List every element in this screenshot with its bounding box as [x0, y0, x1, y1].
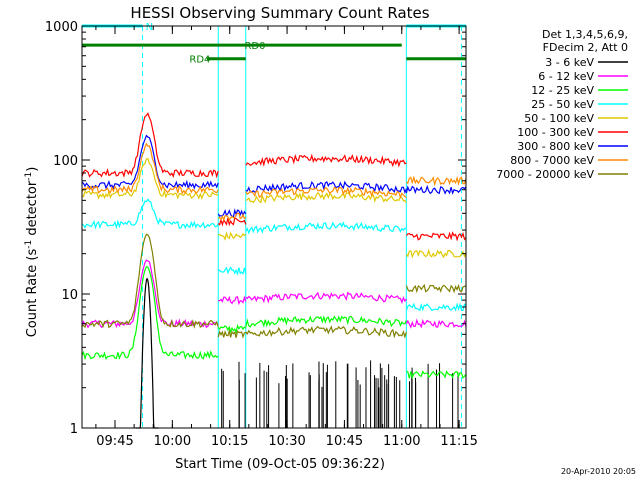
series-line [245, 325, 407, 339]
y-tick-label: 10 [61, 288, 78, 303]
legend-label: 3 - 6 keV [545, 56, 594, 69]
x-tick-label: 10:00 [154, 434, 191, 449]
series-line [217, 217, 247, 227]
series-line [245, 180, 407, 195]
x-tick-label: 10:30 [268, 434, 305, 449]
series-line [217, 212, 247, 222]
series-line [81, 266, 219, 361]
legend-header: Det 1,3,4,5,6,9, [542, 28, 628, 41]
x-tick-label: 09:45 [96, 434, 133, 449]
axes-layer: 1 10 100 1000 09:45 10:00 10:15 10:30 10:45 11:00… [45, 20, 478, 449]
series-line [81, 134, 219, 190]
x-tick-label: 10:45 [326, 434, 363, 449]
y-axis-label: Count Rate (s-1 detector-1) [24, 167, 40, 338]
y-tick-label: 100 [53, 154, 78, 169]
series-line [405, 231, 467, 242]
flag-bar-label: RD4 [189, 55, 210, 66]
legend: Det 1,3,4,5,6,9,FDecim 2, Att 0 3 - 6 keV… [496, 28, 628, 181]
x-tick-label: 11:00 [383, 434, 420, 449]
series-line [217, 266, 247, 276]
series-line [218, 295, 247, 306]
legend-label: 300 - 800 keV [517, 140, 594, 153]
y-axis-label-mid: detector [25, 180, 40, 240]
y-axis-label-sup2: -1 [24, 172, 34, 181]
legend-label: 6 - 12 keV [538, 70, 594, 83]
series-line [245, 315, 407, 328]
legend-label: 25 - 50 keV [531, 98, 594, 111]
y-tick-label: 1 [70, 422, 78, 437]
series-line [245, 191, 407, 204]
legend-header: FDecim 2, Att 0 [543, 41, 628, 54]
legend-label: 50 - 100 keV [524, 112, 594, 125]
series-line [217, 328, 246, 339]
x-axis-label: Start Time (09-Oct-05 09:36:22) [175, 457, 385, 472]
legend-label: 100 - 300 keV [517, 126, 594, 139]
x-tick-label: 11:15 [440, 434, 477, 449]
series-line [81, 142, 219, 195]
y-axis-label-sup1: -1 [24, 240, 34, 249]
x-tick-label: 10:15 [211, 434, 248, 449]
flag-bar-label: N [146, 22, 153, 33]
series-line [81, 198, 219, 230]
series-line [81, 233, 219, 329]
series-line [217, 231, 247, 241]
series-layer [81, 112, 467, 429]
series-line [81, 112, 219, 179]
legend-label: 12 - 25 keV [531, 84, 594, 97]
series-line [217, 323, 247, 335]
legend-label: 7000 - 20000 keV [496, 168, 594, 181]
series-line [245, 186, 407, 200]
series-line [405, 184, 467, 195]
chart-title: HESSI Observing Summary Count Rates [130, 4, 429, 22]
y-axis-label-end: ) [25, 167, 40, 172]
y-tick-label: 1000 [45, 20, 78, 35]
y-axis-label-main: Count Rate (s [25, 249, 40, 338]
series-line [405, 175, 467, 187]
series-line [405, 283, 467, 294]
series-line [245, 221, 407, 235]
plot-frame [81, 25, 467, 429]
series-line [245, 153, 407, 168]
series-line [245, 291, 407, 305]
series-line [406, 369, 467, 380]
footer-timestamp: 20-Apr-2010 20:05 [561, 467, 636, 476]
series-line [405, 302, 467, 312]
series-line [405, 248, 467, 259]
flag-bar-label: RD0 [244, 41, 265, 52]
legend-label: 800 - 7000 keV [510, 154, 594, 167]
series-line [405, 318, 467, 329]
